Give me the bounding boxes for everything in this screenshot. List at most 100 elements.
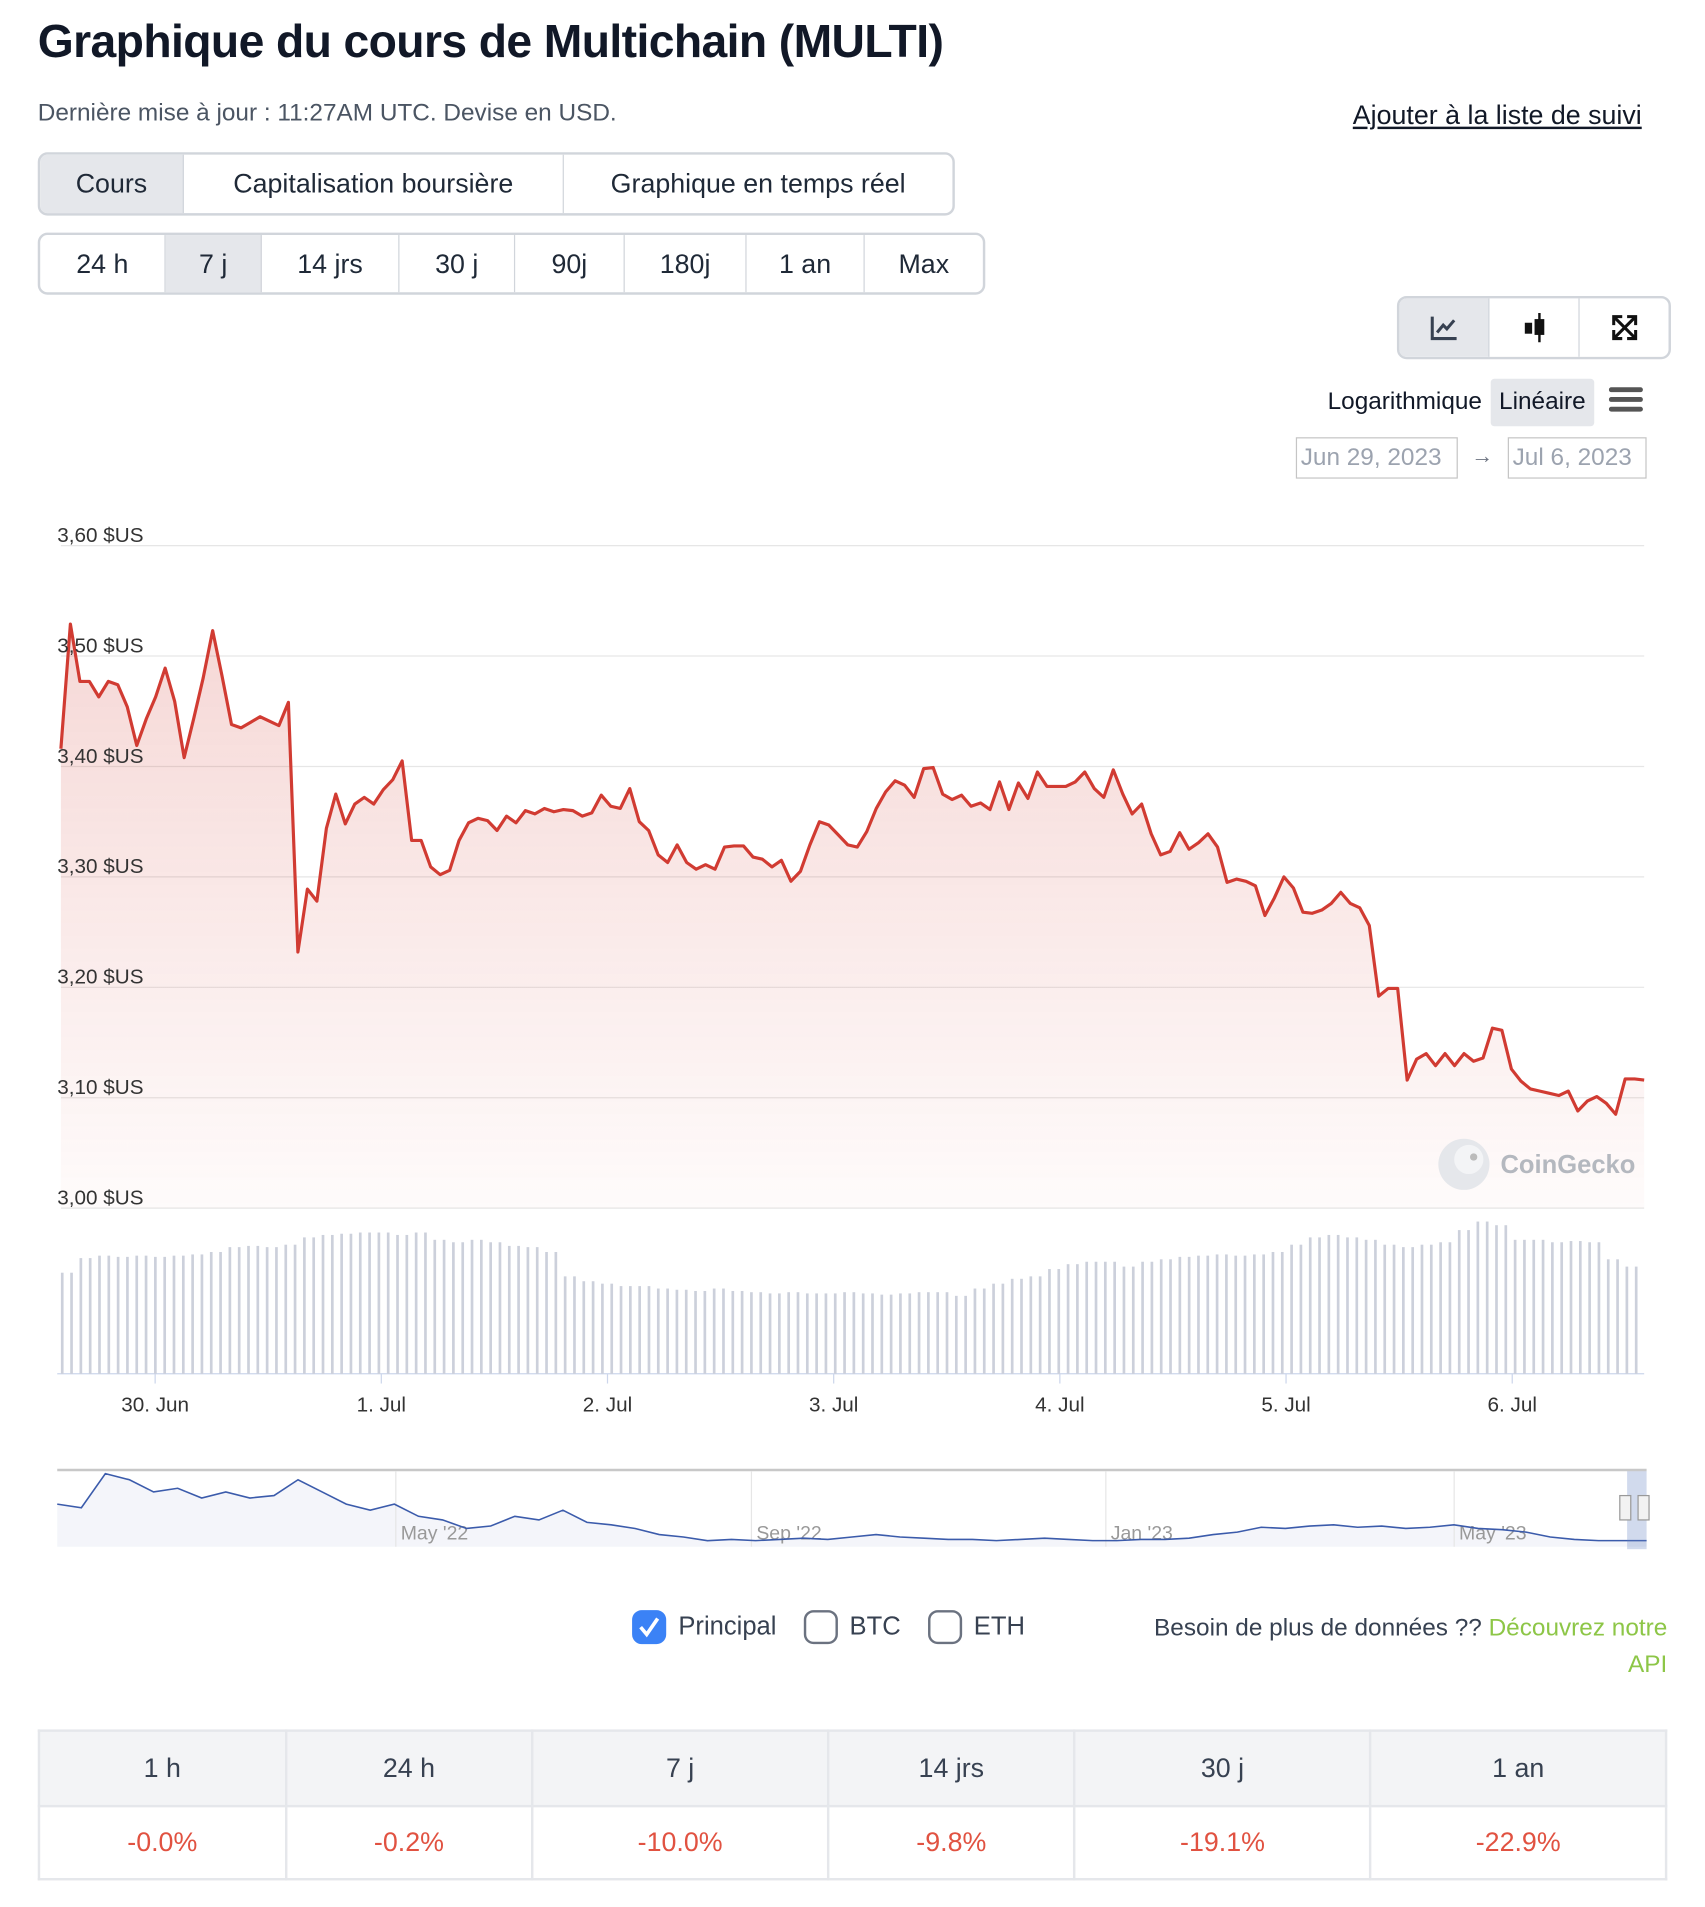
volume-bar [815, 1293, 818, 1374]
checkbox-checked-icon[interactable] [632, 1610, 667, 1645]
volume-bar [1103, 1261, 1107, 1374]
volume-bar [265, 1247, 269, 1374]
volume-bar [582, 1281, 586, 1374]
volume-bar [461, 1242, 465, 1374]
volume-bar [358, 1232, 362, 1374]
volume-bar [70, 1272, 73, 1374]
period-change: -0.2% [284, 1804, 534, 1881]
y-tick-label: 3,20 $US [57, 966, 143, 989]
volume-bar [1253, 1254, 1256, 1374]
volume-bar [498, 1242, 502, 1374]
toggle-principal[interactable]: Principal [632, 1610, 776, 1645]
volume-bar [507, 1245, 511, 1374]
volume-bar [1048, 1269, 1051, 1374]
tab-live-chart[interactable]: Graphique en temps réel [610, 168, 906, 199]
volume-bar [731, 1290, 735, 1374]
y-tick-label: 3,50 $US [57, 634, 143, 657]
navigator-label: May '23 [1459, 1522, 1527, 1544]
tab-market-cap[interactable]: Capitalisation boursière [184, 154, 564, 214]
toggle-btc[interactable]: BTC [803, 1610, 901, 1645]
toggle-eth[interactable]: ETH [927, 1610, 1025, 1645]
volume-bar [722, 1288, 725, 1374]
line-chart-icon[interactable] [1399, 298, 1490, 357]
navigator-handle[interactable] [1619, 1494, 1632, 1521]
volume-bar [1085, 1261, 1089, 1374]
range-7d[interactable]: 7 j [165, 235, 262, 293]
volume-bar [1225, 1254, 1228, 1374]
volume-bar [927, 1292, 930, 1374]
volume-bar [1010, 1278, 1014, 1374]
volume-bar [1122, 1266, 1126, 1374]
volume-bar [619, 1286, 623, 1374]
volume-bar [1439, 1242, 1442, 1374]
range-90d[interactable]: 90j [515, 235, 625, 293]
volume-bar [1606, 1259, 1610, 1374]
volume-bar [1411, 1247, 1415, 1374]
volume-bar [1327, 1234, 1331, 1374]
range-30d[interactable]: 30 j [399, 235, 516, 293]
volume-bar [759, 1292, 763, 1374]
menu-icon[interactable] [1594, 385, 1643, 419]
volume-bar [1346, 1237, 1349, 1374]
volume-bar [191, 1254, 194, 1374]
add-to-watchlist-link[interactable]: Ajouter à la liste de suivi [1352, 99, 1642, 131]
date-to-input[interactable]: Jul 6, 2023 [1507, 437, 1647, 479]
date-from-input[interactable]: Jun 29, 2023 [1295, 437, 1458, 479]
volume-bar [591, 1281, 595, 1374]
volume-bar [1513, 1239, 1517, 1374]
volume-bar [386, 1232, 390, 1374]
volume-bar [1290, 1244, 1293, 1374]
range-180d[interactable]: 180j [625, 235, 747, 293]
volume-bar [750, 1292, 753, 1374]
volume-bar [1429, 1244, 1433, 1374]
volume-bar [889, 1294, 893, 1374]
watermark-text: CoinGecko [1500, 1151, 1635, 1179]
tab-price[interactable]: Cours [40, 154, 184, 214]
volume-bar [610, 1283, 614, 1374]
volume-bar [163, 1256, 167, 1374]
volume-bar [442, 1239, 446, 1374]
navigator-handle[interactable] [1637, 1494, 1650, 1521]
checkbox-icon[interactable] [803, 1610, 838, 1645]
volume-bar [321, 1234, 325, 1374]
coingecko-watermark: CoinGecko [1438, 1138, 1635, 1190]
volume-bar [880, 1294, 884, 1374]
fullscreen-icon[interactable] [1580, 298, 1669, 356]
range-1y[interactable]: 1 an [747, 235, 865, 293]
volume-bar [1523, 1239, 1526, 1374]
range-14d[interactable]: 14 jrs [262, 235, 400, 293]
volume-bar [60, 1272, 64, 1374]
x-tick-label: 2. Jul [583, 1394, 632, 1417]
volume-bar [1215, 1254, 1219, 1374]
volume-bar [982, 1288, 986, 1374]
range-max[interactable]: Max [898, 247, 950, 279]
volume-bar [1476, 1221, 1480, 1374]
volume-bar [712, 1288, 716, 1374]
volume-bar [312, 1237, 316, 1374]
range-24h[interactable]: 24 h [40, 235, 166, 293]
volume-bar [778, 1293, 781, 1374]
price-chart[interactable]: 3,60 $US 3,50 $US 3,40 $US 3,30 $US 3,20 $US… [0, 0, 1705, 1583]
volume-bar [647, 1286, 651, 1374]
candlestick-icon[interactable] [1489, 298, 1580, 357]
volume-bar [424, 1232, 427, 1374]
volume-bar [181, 1255, 185, 1374]
checkbox-icon[interactable] [927, 1610, 962, 1645]
volume-bar [1532, 1239, 1536, 1374]
page-title: Graphique du cours de Multichain (MULTI) [37, 17, 944, 69]
volume-bar [247, 1245, 250, 1374]
volume-bar [1178, 1256, 1182, 1374]
toggle-label: ETH [973, 1612, 1025, 1641]
volume-bar [1467, 1230, 1470, 1374]
navigator-selection[interactable] [1627, 1471, 1647, 1550]
volume-bar [703, 1290, 707, 1374]
scale-linear-button[interactable]: Linéaire [1490, 378, 1595, 427]
scale-log-button[interactable]: Logarithmique [1327, 388, 1482, 416]
x-tick-label: 6. Jul [1487, 1394, 1536, 1417]
volume-bar [1141, 1261, 1144, 1374]
volume-bar [1076, 1264, 1079, 1374]
volume-bar [861, 1293, 865, 1374]
api-link[interactable]: Découvrez notre API [1488, 1614, 1668, 1679]
volume-bar [1569, 1241, 1573, 1374]
volume-bar [200, 1254, 204, 1374]
